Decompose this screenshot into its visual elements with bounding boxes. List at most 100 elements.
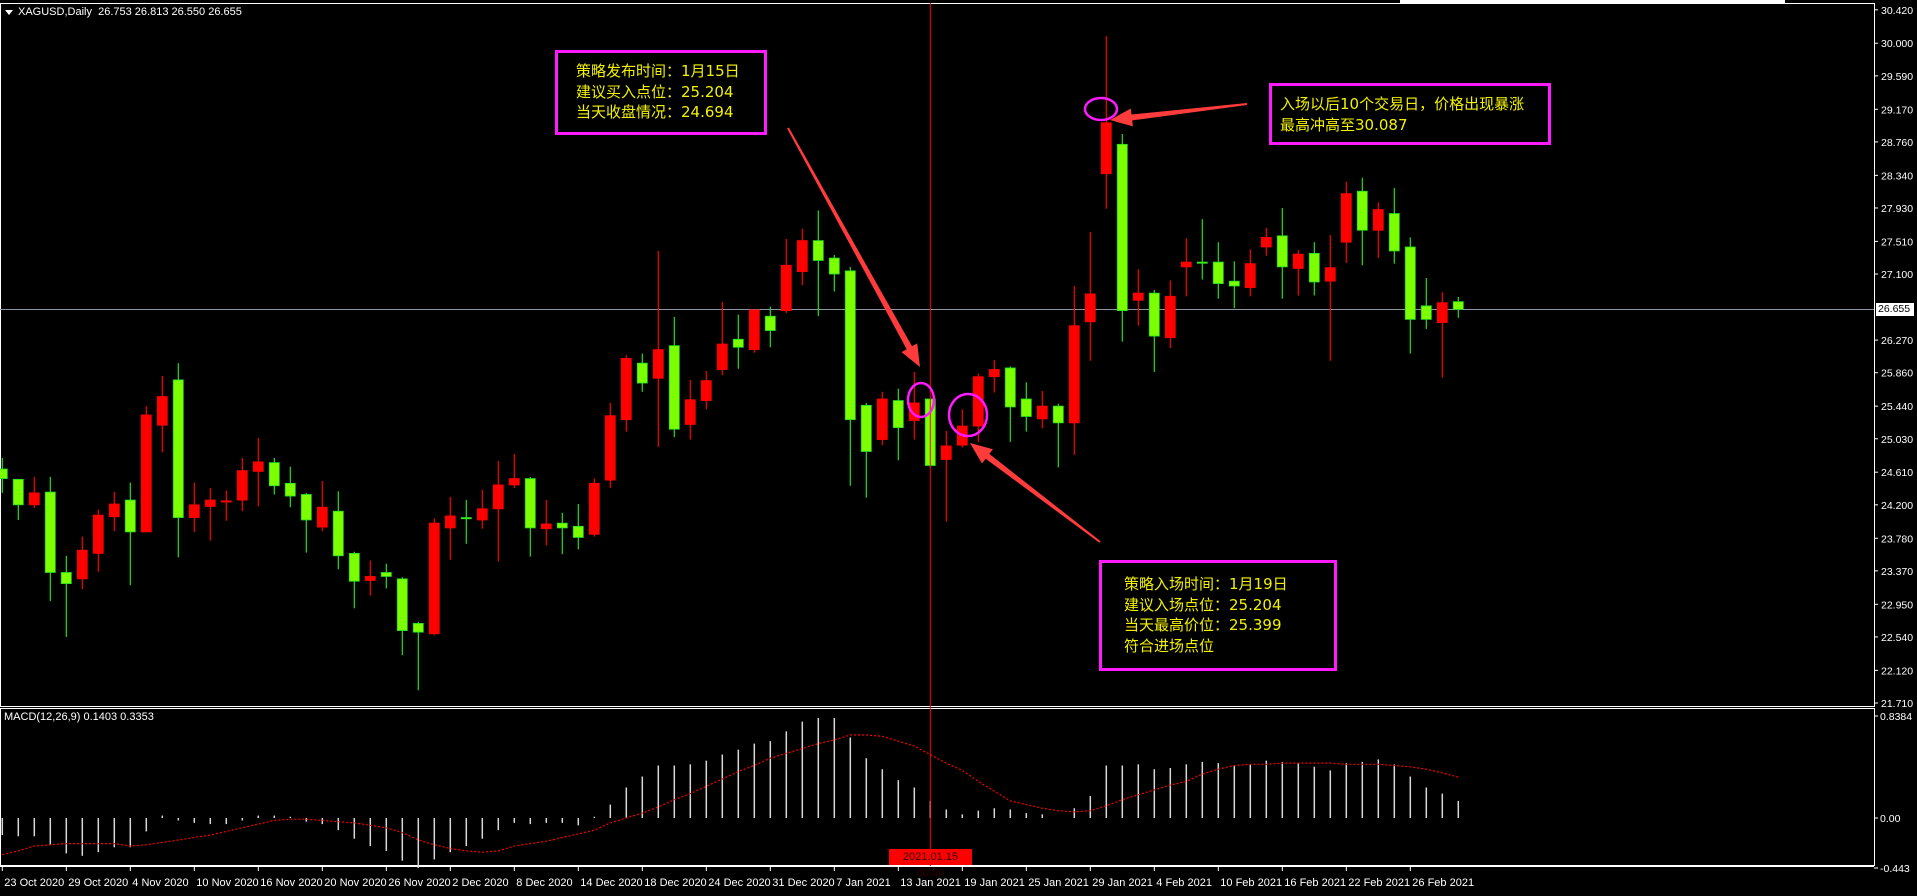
candle-body <box>1340 193 1352 243</box>
candle-body <box>844 270 856 421</box>
bull-candle <box>188 482 200 532</box>
candle-body <box>1372 209 1384 231</box>
candle-body <box>860 404 872 452</box>
candle-body <box>44 491 56 573</box>
price-axis-label: 24.610 <box>1881 467 1913 479</box>
price-axis-label: 30.000 <box>1881 38 1913 50</box>
bull-candle <box>76 536 88 590</box>
bull-candle <box>1292 250 1304 296</box>
candle-body <box>988 369 1000 378</box>
symbol-title: XAGUSD,Daily <box>18 6 92 18</box>
candle-body <box>1260 237 1272 248</box>
bull-candle <box>1260 227 1272 256</box>
candle-body <box>252 461 264 472</box>
candle-body <box>0 468 8 479</box>
candle-body <box>1196 261 1208 264</box>
candle-body <box>780 264 792 312</box>
date-axis-label: 8 Dec 2020 <box>516 877 572 889</box>
candle-body <box>460 517 472 520</box>
price-axis-label: 22.950 <box>1881 599 1913 611</box>
bull-candle <box>444 496 456 560</box>
candle-body <box>604 415 616 481</box>
candle-body <box>76 549 88 580</box>
candle-body <box>652 349 664 379</box>
dropdown-triangle-icon[interactable] <box>5 9 13 15</box>
candle-body <box>828 257 840 275</box>
bear-candle <box>1452 296 1464 318</box>
date-axis-label: 22 Feb 2021 <box>1348 877 1410 889</box>
date-axis-label: 10 Nov 2020 <box>196 877 258 889</box>
candle-body <box>588 482 600 535</box>
annotation-line: 策略发布时间：1月15日 <box>576 62 740 80</box>
candle-body <box>908 402 920 421</box>
date-axis-label: 10 Feb 2021 <box>1220 877 1282 889</box>
date-axis-label: 4 Nov 2020 <box>132 877 188 889</box>
bear-candle <box>1212 242 1224 299</box>
macd-axis-label: -0.443 <box>1880 863 1910 875</box>
candle-body <box>444 515 456 529</box>
bear-candle <box>1116 133 1128 342</box>
date-axis-label: 7 Jan 2021 <box>836 877 890 889</box>
candle-body <box>1292 253 1304 269</box>
highlight-ellipse <box>906 381 936 419</box>
candle-body <box>1116 143 1128 312</box>
candle-body <box>428 522 440 635</box>
price-axis-label: 22.540 <box>1881 632 1913 644</box>
candle-body <box>284 482 296 497</box>
bull-candle <box>956 409 968 448</box>
bull-candle <box>1340 181 1352 263</box>
date-axis-label: 19 Jan 2021 <box>964 877 1025 889</box>
candle-body <box>204 499 216 507</box>
candle-body <box>764 315 776 331</box>
candle-body <box>668 345 680 430</box>
bear-candle <box>300 492 312 553</box>
macd-title: MACD(12,26,9) 0.1403 0.3353 <box>4 711 154 723</box>
candle-body <box>1324 267 1336 282</box>
bull-candle <box>252 437 264 507</box>
bear-candle <box>1004 366 1016 442</box>
bull-candle <box>108 492 120 532</box>
bear-candle <box>268 457 280 495</box>
candle-body <box>1084 293 1096 323</box>
annotation-arrow <box>787 127 920 367</box>
candle-body <box>1452 301 1464 310</box>
bear-candle <box>844 266 856 486</box>
bear-candle <box>892 388 904 461</box>
candle-body <box>1020 398 1032 417</box>
date-axis-label: 18 Dec 2020 <box>644 877 706 889</box>
bear-candle <box>284 466 296 508</box>
candle-body <box>572 525 584 538</box>
bull-candle <box>1132 269 1144 326</box>
bear-candle <box>12 478 24 520</box>
bear-candle <box>828 254 840 292</box>
bull-candle <box>236 457 248 512</box>
candle-body <box>412 623 424 633</box>
macd-signal-line <box>2 734 1459 856</box>
bull-candle <box>908 371 920 440</box>
date-axis-label: 26 Feb 2021 <box>1412 877 1474 889</box>
date-axis-label: 29 Jan 2021 <box>1092 877 1153 889</box>
bull-candle <box>940 430 952 522</box>
candle-body <box>1068 325 1080 424</box>
highlight-ellipse <box>947 392 989 438</box>
date-axis-label: 26 Nov 2020 <box>388 877 450 889</box>
price-axis-label: 25.030 <box>1881 434 1913 446</box>
current-price-label: 26.655 <box>1876 303 1914 316</box>
candle-body <box>348 552 360 582</box>
candle-body <box>1436 302 1448 323</box>
macd-axis-label: 0.00 <box>1880 813 1901 825</box>
candle-body <box>684 399 696 425</box>
candle-body <box>716 343 728 370</box>
bear-candle <box>812 210 824 317</box>
candle-body <box>1388 213 1400 252</box>
annotation-line: 当天收盘情况：24.694 <box>576 103 734 121</box>
candle-body <box>940 445 952 460</box>
candle-body <box>524 478 536 529</box>
date-axis-label: 29 Oct 2020 <box>68 877 128 889</box>
candle-body <box>268 462 280 487</box>
bull-candle <box>988 359 1000 393</box>
bull-candle <box>428 518 440 636</box>
bull-candle <box>1164 280 1176 349</box>
candle-body <box>124 499 136 533</box>
